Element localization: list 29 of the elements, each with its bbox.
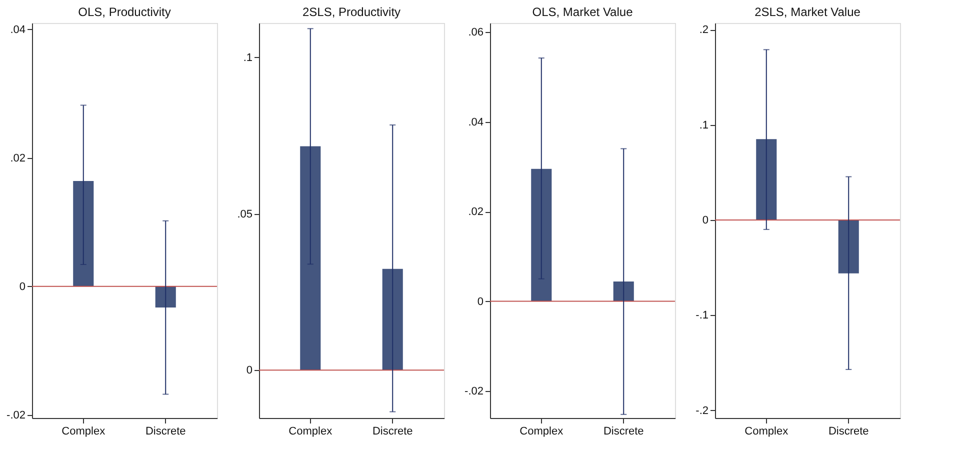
x-tick-label: Discrete bbox=[145, 426, 186, 438]
x-tick-label: Complex bbox=[62, 426, 106, 438]
y-tick-label: .02 bbox=[10, 152, 26, 164]
y-tick-label: .1 bbox=[243, 52, 252, 64]
x-tick-label: Discrete bbox=[372, 426, 413, 438]
y-tick-label: .06 bbox=[468, 26, 484, 38]
y-tick-label: -.02 bbox=[6, 409, 26, 422]
y-tick-label: .1 bbox=[699, 119, 708, 132]
x-tick-label: Discrete bbox=[828, 426, 869, 438]
y-tick-label: 0 bbox=[246, 364, 252, 377]
x-tick-label: Complex bbox=[744, 426, 789, 438]
chart-title: 2SLS, Market Value bbox=[754, 5, 861, 19]
y-tick-label: .04 bbox=[10, 24, 26, 36]
y-tick-label: -.02 bbox=[464, 386, 484, 398]
x-tick-label: Discrete bbox=[603, 426, 644, 438]
chart-title: 2SLS, Productivity bbox=[302, 5, 401, 19]
y-tick-label: 0 bbox=[477, 296, 484, 308]
x-tick-label: Complex bbox=[288, 426, 333, 438]
chart-title: OLS, Productivity bbox=[78, 5, 171, 19]
y-tick-label: 0 bbox=[702, 214, 708, 227]
y-tick-label: -.2 bbox=[696, 404, 708, 417]
chart-title: OLS, Market Value bbox=[532, 5, 634, 19]
x-tick-label: Complex bbox=[520, 426, 564, 438]
y-tick-label: -.1 bbox=[696, 310, 708, 322]
y-tick-label: .05 bbox=[237, 208, 252, 220]
y-tick-label: .02 bbox=[468, 206, 484, 218]
y-tick-label: .04 bbox=[468, 116, 484, 128]
y-tick-label: .2 bbox=[699, 24, 708, 36]
y-tick-label: 0 bbox=[19, 280, 26, 293]
